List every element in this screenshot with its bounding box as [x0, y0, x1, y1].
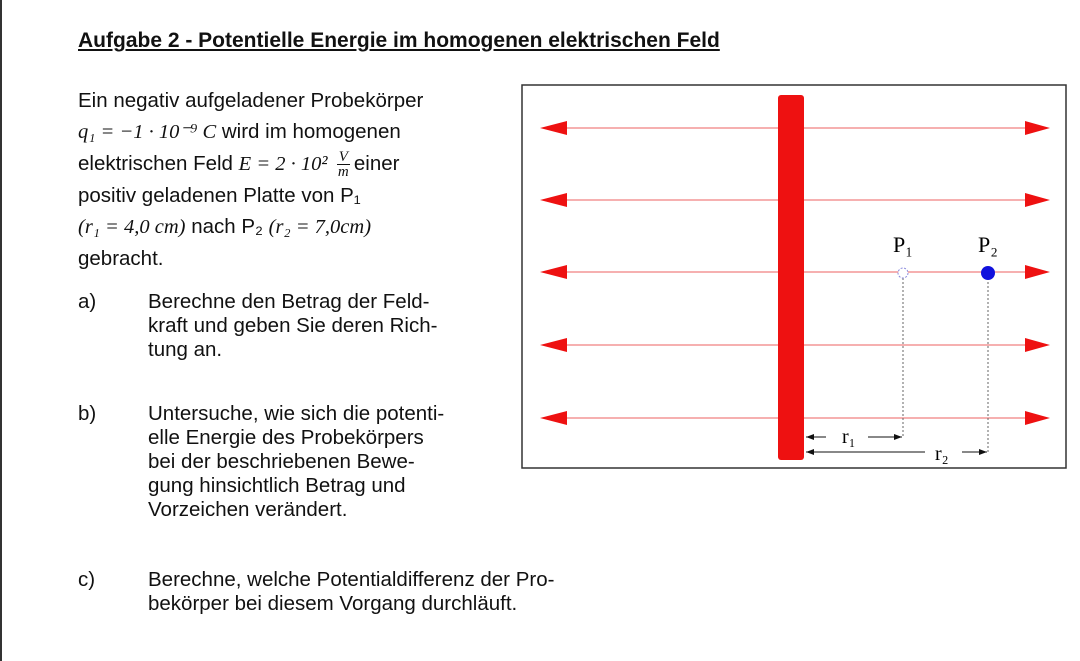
field-formula: E = 2 · 10² [238, 153, 333, 175]
task-line: kraft und geben Sie deren Rich- [148, 314, 438, 337]
screen-edge [0, 0, 2, 661]
p2-label: P₂ [978, 232, 998, 257]
task-line: Untersuche, wie sich die potenti- [148, 402, 445, 425]
task-line: tung an. [148, 338, 223, 361]
field-arrow-left [540, 193, 567, 207]
task-line: Berechne den Betrag der Feld- [148, 290, 430, 313]
field-arrow-left [540, 411, 567, 425]
p1-point [897, 267, 909, 279]
task-line: gung hinsichtlich Betrag und [148, 474, 406, 497]
unit-denominator: m [337, 164, 349, 181]
intro-line: positiv geladenen Platte von P₁ [78, 184, 361, 207]
field-arrow-right [1025, 411, 1050, 425]
intro-line: gebracht. [78, 247, 164, 270]
intro-line: elektrischen Feld [78, 152, 239, 175]
task-line: Vorzeichen verändert. [148, 498, 348, 521]
diagram-frame [521, 84, 1067, 469]
intro-line: Ein negativ aufgeladener Probekörper [78, 89, 424, 112]
r1-formula: (r₁ = 4,0 cm) [78, 216, 186, 238]
field-arrow-left [540, 121, 567, 135]
r1-label: r₁ [842, 426, 856, 448]
task-label: a) [78, 290, 97, 313]
field-arrow-right [1025, 265, 1050, 279]
intro-text: Ein negativ aufgeladener Probekörper q₁ … [78, 85, 518, 274]
task-line: bekörper bei diesem Vorgang durchläuft. [148, 592, 518, 615]
task-line: Berechne, welche Potentialdifferenz der … [148, 568, 555, 591]
intro-line: einer [353, 152, 400, 175]
intro-line: nach P₂ [185, 215, 269, 238]
page-title: Aufgabe 2 - Potentielle Energie im homog… [78, 29, 720, 52]
p1-label: P₁ [893, 232, 913, 257]
unit-numerator: V [336, 149, 350, 166]
field-arrow-left [540, 265, 567, 279]
task-label: c) [78, 568, 96, 591]
intro-line: wird im homogenen [216, 120, 401, 143]
p2-point [981, 266, 995, 280]
r2-formula: (r₂ = 7,0cm) [268, 216, 372, 238]
field-arrow-right [1025, 338, 1050, 352]
field-arrow-left [540, 338, 567, 352]
task-line: elle Energie des Probekörpers [148, 426, 424, 449]
task-line: bei der beschriebenen Bewe- [148, 450, 415, 473]
field-arrow-right [1025, 121, 1050, 135]
charge-formula: q₁ = −1 · 10⁻⁹ C [78, 121, 217, 143]
charged-plate [778, 95, 804, 460]
field-arrow-right [1025, 193, 1050, 207]
task-label: b) [78, 402, 97, 425]
r2-label: r₂ [935, 443, 949, 465]
